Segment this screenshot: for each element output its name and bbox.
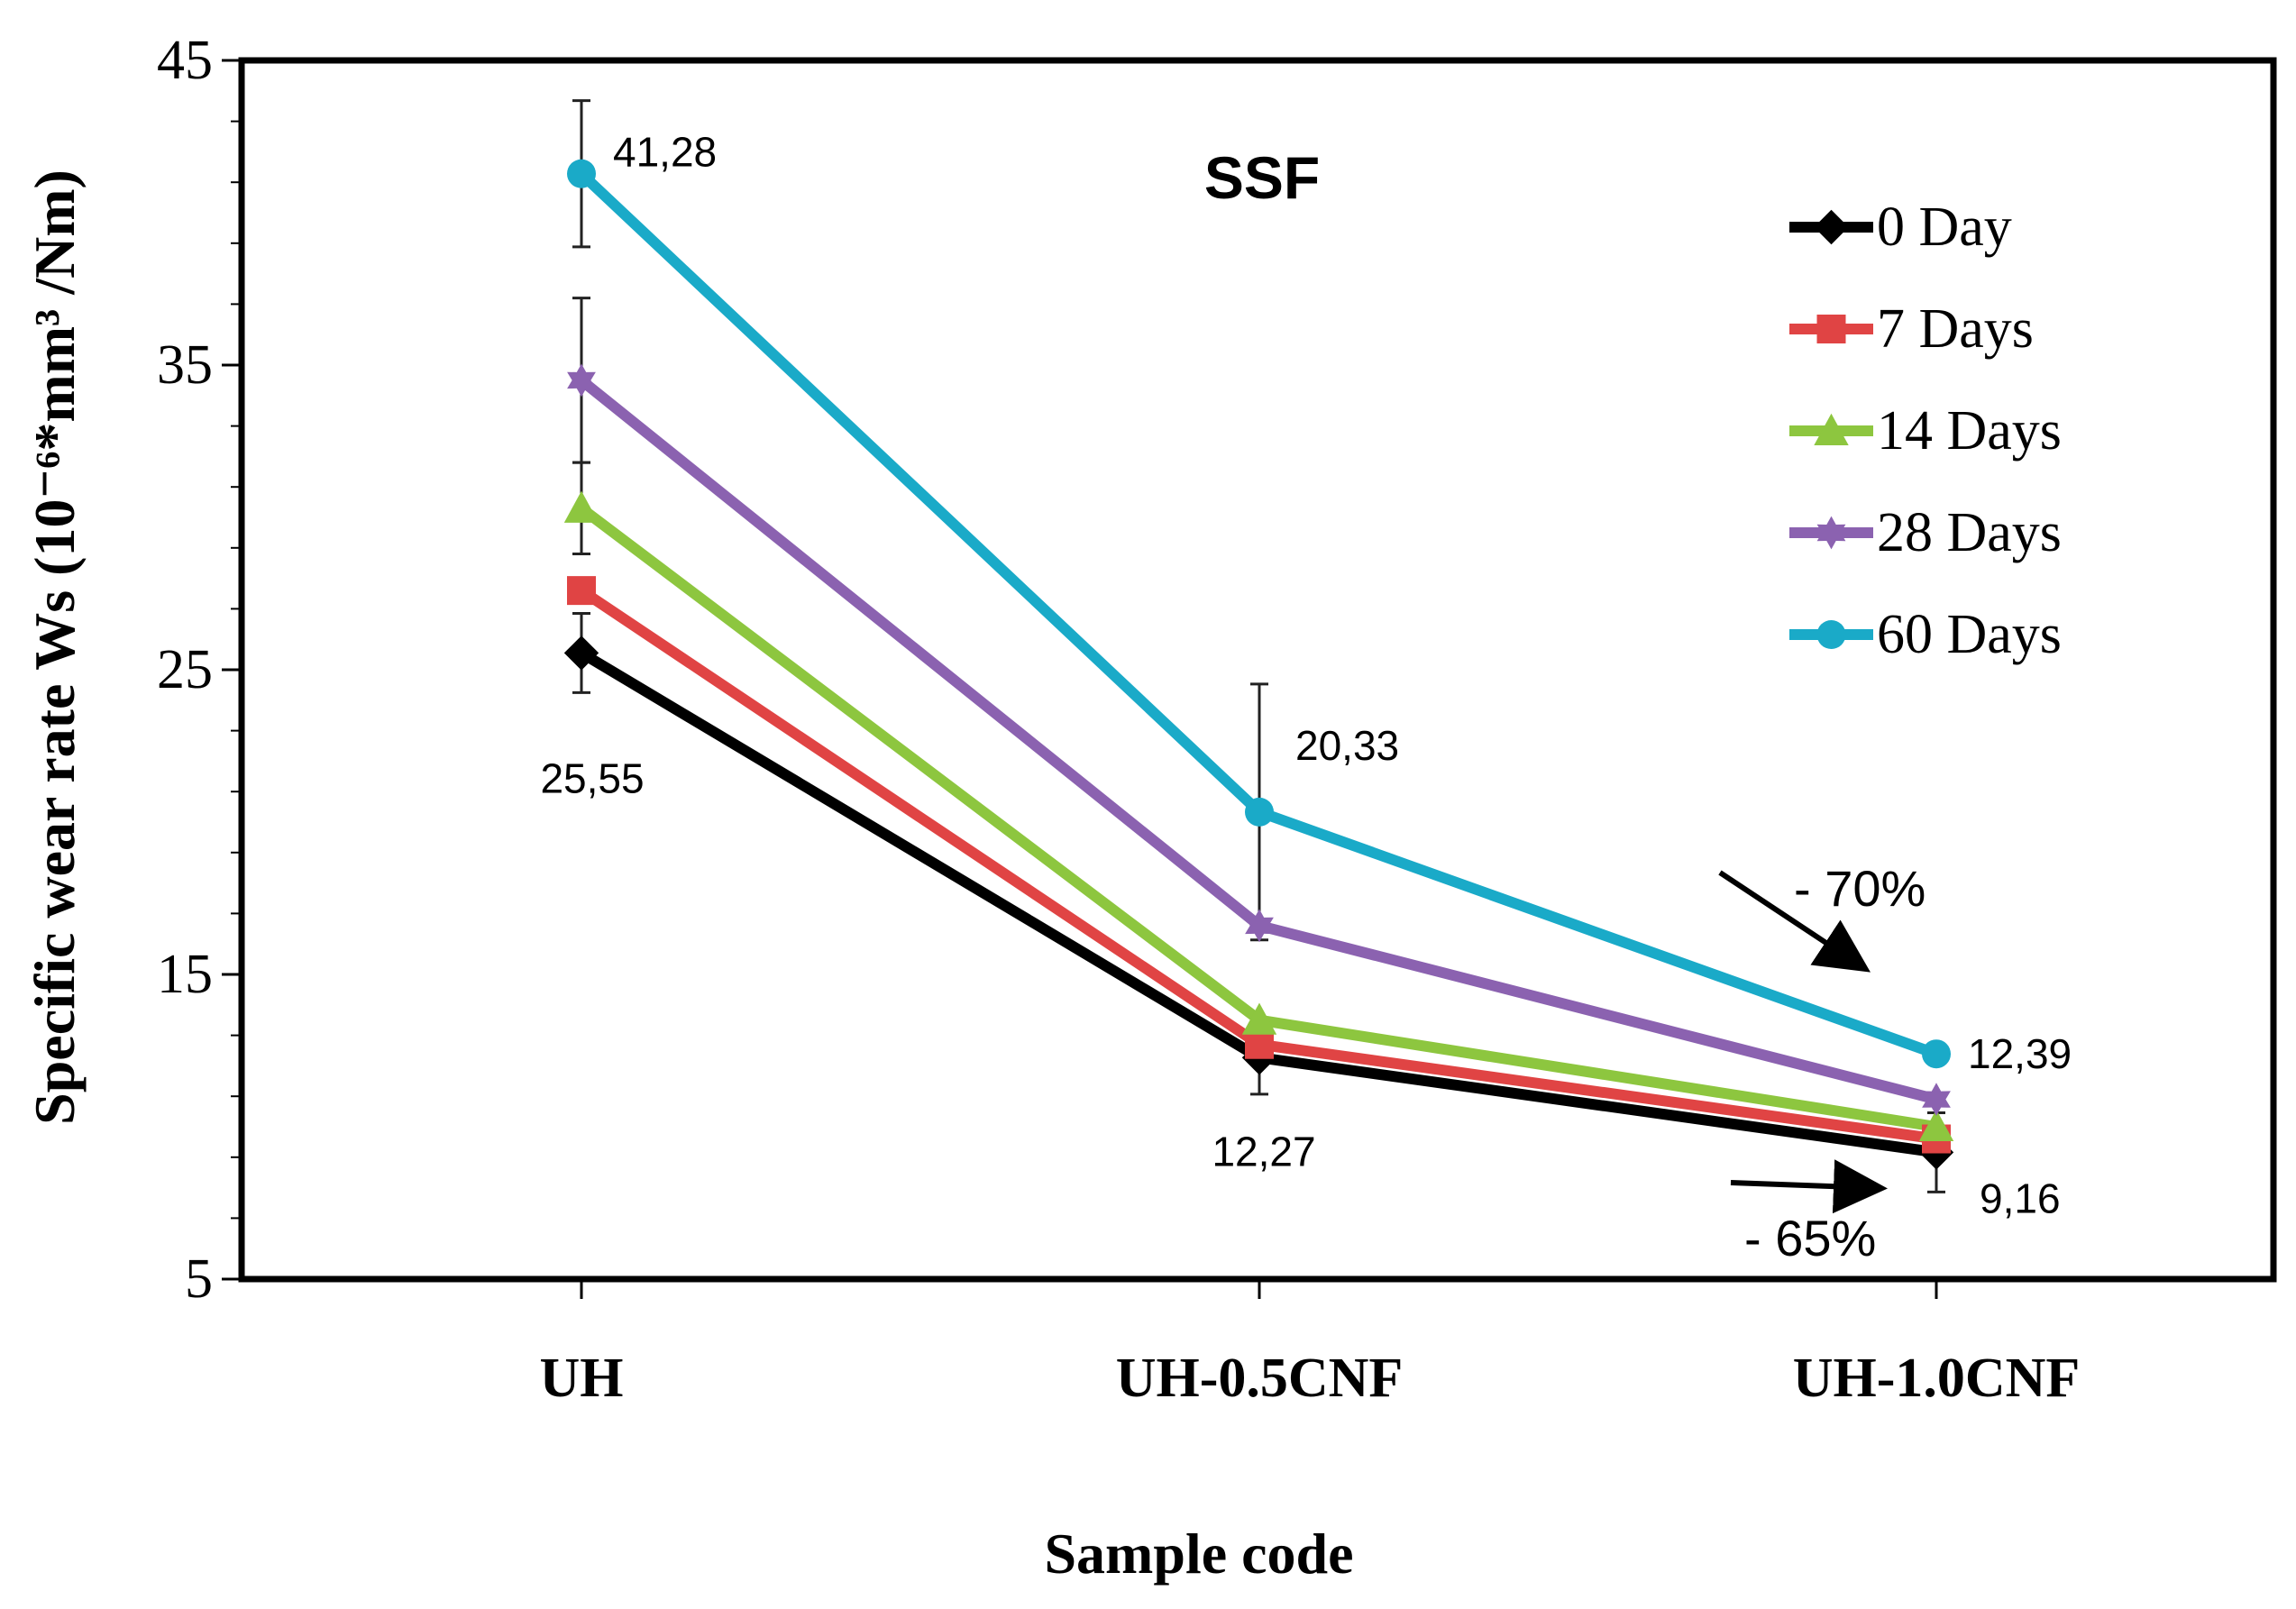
- point-60-days-uh-1-0cnf: [1922, 1039, 1951, 1069]
- markers: [563, 159, 1954, 1170]
- annotation-label-1: - 70%: [1794, 860, 1926, 917]
- legend-marker-28-days: [1816, 516, 1846, 550]
- point-0-day-uh: [563, 635, 599, 671]
- point-14-days-uh: [563, 490, 599, 523]
- x-tick-label-uh: UH: [540, 1348, 624, 1409]
- point-28-days-uh-0-5cnf: [1245, 909, 1274, 943]
- legend-marker-7-days: [1816, 315, 1846, 343]
- data-label-0-day-uh: 25,55: [540, 754, 644, 801]
- y-tick-label: 25: [157, 639, 213, 700]
- point-14-days-uh-1-0cnf: [1918, 1109, 1954, 1141]
- annotations: - 70% - 65%: [1718, 860, 1926, 1266]
- data-label-60-days-uh-0-5cnf: 20,33: [1295, 722, 1399, 769]
- legend-marker-14-days: [1814, 413, 1849, 445]
- point-28-days-uh-1-0cnf: [1922, 1083, 1951, 1116]
- point-60-days-uh-0-5cnf: [1245, 797, 1274, 827]
- data-label-60-days-uh-1-0cnf: 12,39: [1968, 1030, 2072, 1077]
- legend-marker-0-day: [1814, 209, 1849, 245]
- data-labels: 41,28 25,55 20,33 12,27 12,39 9,16: [540, 129, 2072, 1222]
- y-tick-label: 5: [185, 1248, 213, 1310]
- legend-label-7-days: 7 Days: [1877, 298, 2034, 360]
- point-60-days-uh: [567, 159, 596, 188]
- point-14-days-uh-0-5cnf: [1241, 1002, 1277, 1035]
- legend-label-14-days: 14 Days: [1877, 400, 2062, 462]
- y-axis: 5 15 25 35 45: [157, 30, 243, 1310]
- y-tick-label: 45: [157, 30, 213, 91]
- data-label-60-days-uh: 41,28: [613, 129, 717, 176]
- legend-label-60-days: 60 Days: [1877, 604, 2062, 665]
- legend-marker-60-days: [1816, 620, 1846, 649]
- point-28-days-uh: [567, 363, 596, 398]
- data-label-0-day-uh-0-5cnf: 12,27: [1212, 1128, 1315, 1175]
- legend-label-28-days: 28 Days: [1877, 502, 2062, 563]
- annotation-arrow-1: [1718, 870, 1871, 973]
- y-tick-label: 35: [157, 334, 213, 396]
- y-axis-title: Specific wear rate Ws (10⁻⁶*mm³ /Nm): [23, 169, 87, 1125]
- x-axis: UH UH-0.5CNF UH-1.0CNF: [540, 1279, 2081, 1409]
- annotation-label-2: - 65%: [1744, 1210, 1876, 1266]
- annotation-arrow-2: [1730, 1159, 1888, 1214]
- x-tick-label-uh-1-0cnf: UH-1.0CNF: [1793, 1348, 2081, 1409]
- legend-label-0-day: 0 Day: [1877, 197, 2012, 258]
- x-axis-title: Sample code: [1044, 1522, 1353, 1586]
- data-label-0-day-uh-1-0cnf: 9,16: [1980, 1175, 2061, 1221]
- x-tick-label-uh-0-5cnf: UH-0.5CNF: [1116, 1348, 1404, 1409]
- chart-title: SSF: [1204, 144, 1320, 211]
- y-tick-label: 15: [157, 944, 213, 1005]
- point-7-days-uh: [567, 576, 596, 606]
- point-7-days-uh-0-5cnf: [1245, 1029, 1274, 1059]
- legend: 0 Day 7 Days 14 Days 28 Days 60 Days: [1789, 197, 2062, 665]
